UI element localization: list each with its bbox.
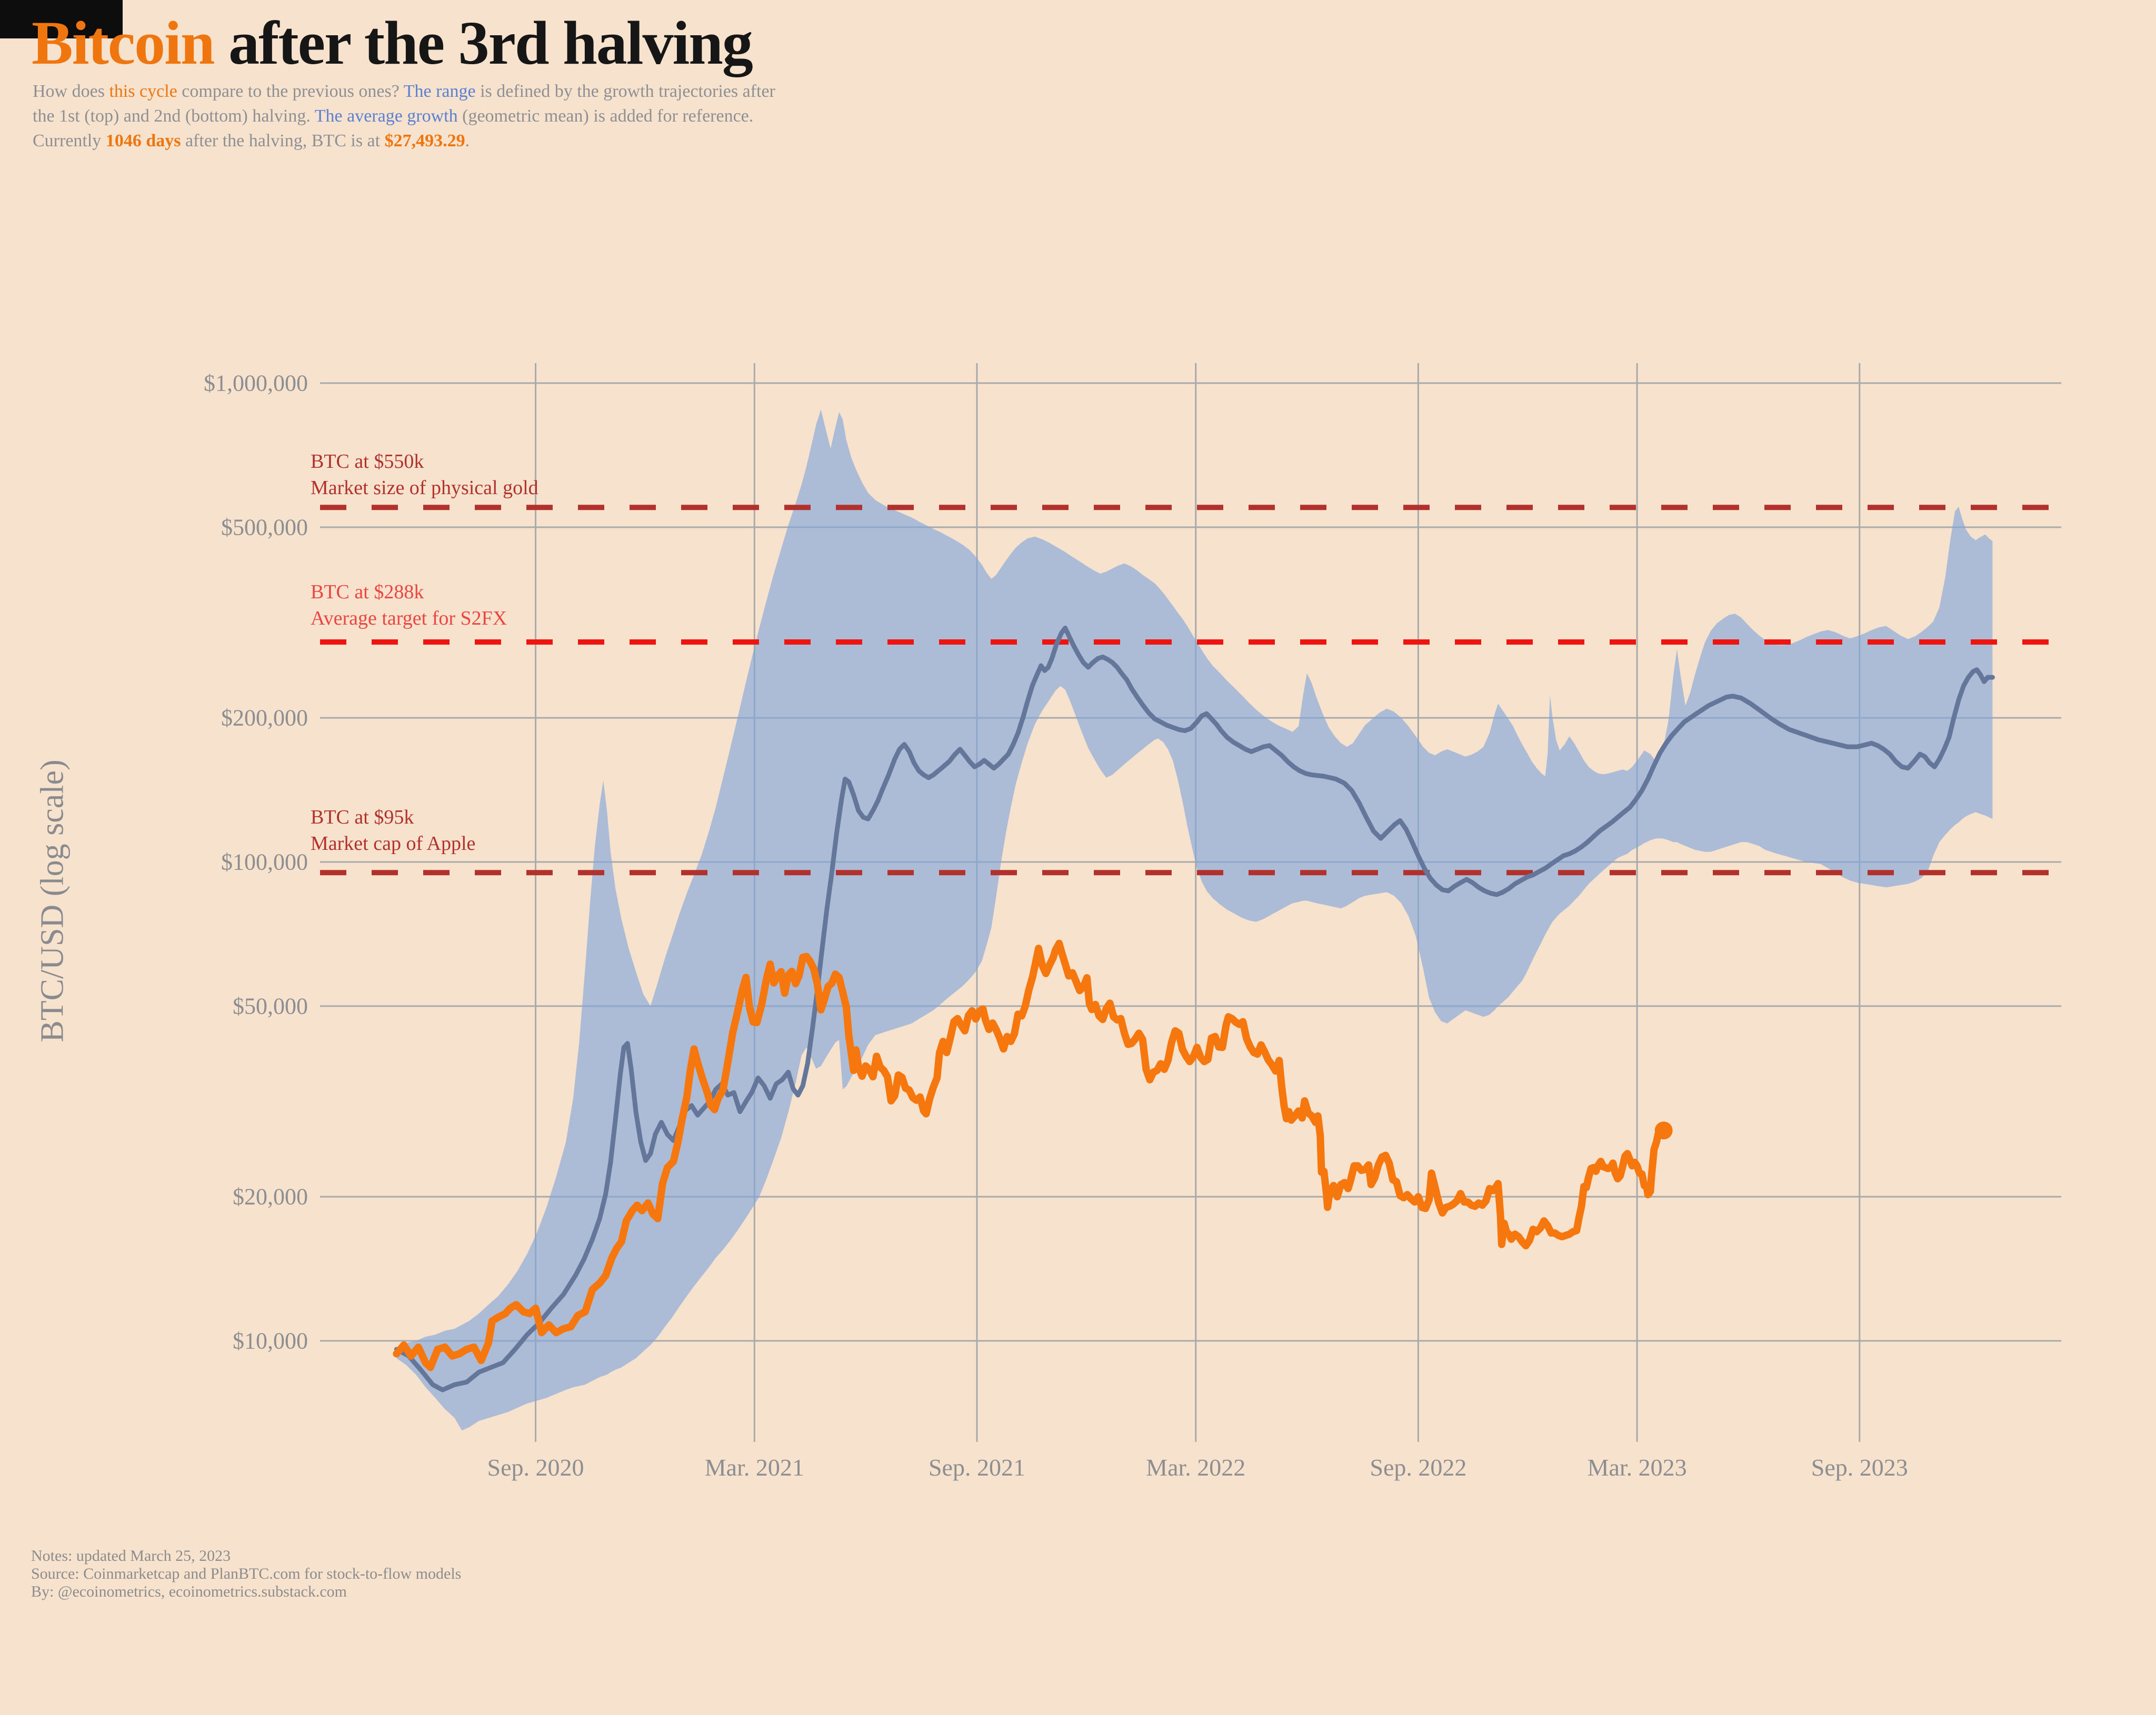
text-run: after the halving, BTC is at bbox=[181, 131, 385, 151]
y-tick-label: $1,000,000 bbox=[204, 370, 308, 396]
range-band-area bbox=[396, 409, 1993, 1431]
note-byline: By: @ecoinometrics, ecoinometrics.substa… bbox=[31, 1583, 347, 1600]
y-tick-label: $20,000 bbox=[233, 1184, 308, 1210]
x-tick-label: Sep. 2023 bbox=[1811, 1454, 1908, 1481]
price-end-marker bbox=[1654, 1121, 1673, 1140]
x-tick-label: Mar. 2023 bbox=[1587, 1454, 1687, 1481]
y-tick-label: $50,000 bbox=[233, 993, 308, 1019]
y-tick-label: $500,000 bbox=[221, 514, 308, 540]
text-run: The range bbox=[403, 82, 476, 101]
text-run: the 1st (top) and 2nd (bottom) halving. bbox=[33, 106, 315, 126]
annotation-line-1: BTC at $95k bbox=[311, 806, 414, 828]
y-tick-label: $100,000 bbox=[221, 849, 308, 875]
x-tick-label: Mar. 2022 bbox=[1146, 1454, 1246, 1481]
text-run: is defined by the growth trajectories af… bbox=[475, 82, 775, 101]
average-growth-line bbox=[394, 625, 1995, 1392]
subtitle-line-3: Currently 1046 days after the halving, B… bbox=[33, 128, 775, 153]
text-run: Currently bbox=[33, 131, 106, 151]
x-tick-label: Sep. 2022 bbox=[1370, 1454, 1467, 1481]
annotation-line-2: Market cap of Apple bbox=[311, 833, 476, 855]
y-tick-label: $10,000 bbox=[233, 1328, 308, 1354]
corner-accent-box bbox=[0, 0, 123, 38]
text-run: after the 3rd halving bbox=[214, 8, 753, 77]
footer-notes: Notes: updated March 25, 2023 Source: Co… bbox=[31, 1547, 461, 1601]
annotation-line-2: Average target for S2FX bbox=[311, 607, 507, 629]
text-run: 1046 days bbox=[105, 131, 181, 151]
x-tick-label: Sep. 2020 bbox=[487, 1454, 584, 1481]
text-run: How does bbox=[33, 82, 109, 101]
page-title: Bitcoin after the 3rd halving bbox=[32, 7, 753, 79]
x-tick-label: Mar. 2021 bbox=[704, 1454, 804, 1481]
text-run: . bbox=[465, 131, 470, 151]
text-run: (geometric mean) is added for reference. bbox=[457, 106, 754, 126]
y-axis-title: BTC/USD (log scale) bbox=[34, 759, 71, 1042]
note-updated: Notes: updated March 25, 2023 bbox=[31, 1547, 231, 1564]
annotation-line-2: Market size of physical gold bbox=[311, 477, 538, 499]
subtitle-line-2: the 1st (top) and 2nd (bottom) halving. … bbox=[33, 104, 775, 128]
reference-annotation: BTC at $288k Average target for S2FX bbox=[311, 579, 507, 631]
x-tick-label: Sep. 2021 bbox=[928, 1454, 1025, 1481]
annotation-line-1: BTC at $550k bbox=[311, 450, 424, 473]
y-tick-label: $200,000 bbox=[221, 705, 308, 731]
text-run: this cycle bbox=[109, 82, 177, 101]
reference-annotation: BTC at $550k Market size of physical gold bbox=[311, 448, 538, 501]
text-run: The average growth bbox=[314, 106, 458, 126]
annotation-line-1: BTC at $288k bbox=[311, 581, 424, 603]
text-run: $27,493.29 bbox=[384, 131, 465, 151]
text-run: Bitcoin bbox=[32, 8, 215, 77]
current-cycle-line bbox=[393, 939, 1668, 1371]
text-run: compare to the previous ones? bbox=[177, 82, 404, 101]
note-source: Source: Coinmarketcap and PlanBTC.com fo… bbox=[31, 1565, 462, 1582]
reference-annotation: BTC at $95k Market cap of Apple bbox=[311, 804, 475, 857]
subtitle: How does this cycle compare to the previ… bbox=[33, 79, 775, 153]
subtitle-line-1: How does this cycle compare to the previ… bbox=[33, 79, 775, 104]
